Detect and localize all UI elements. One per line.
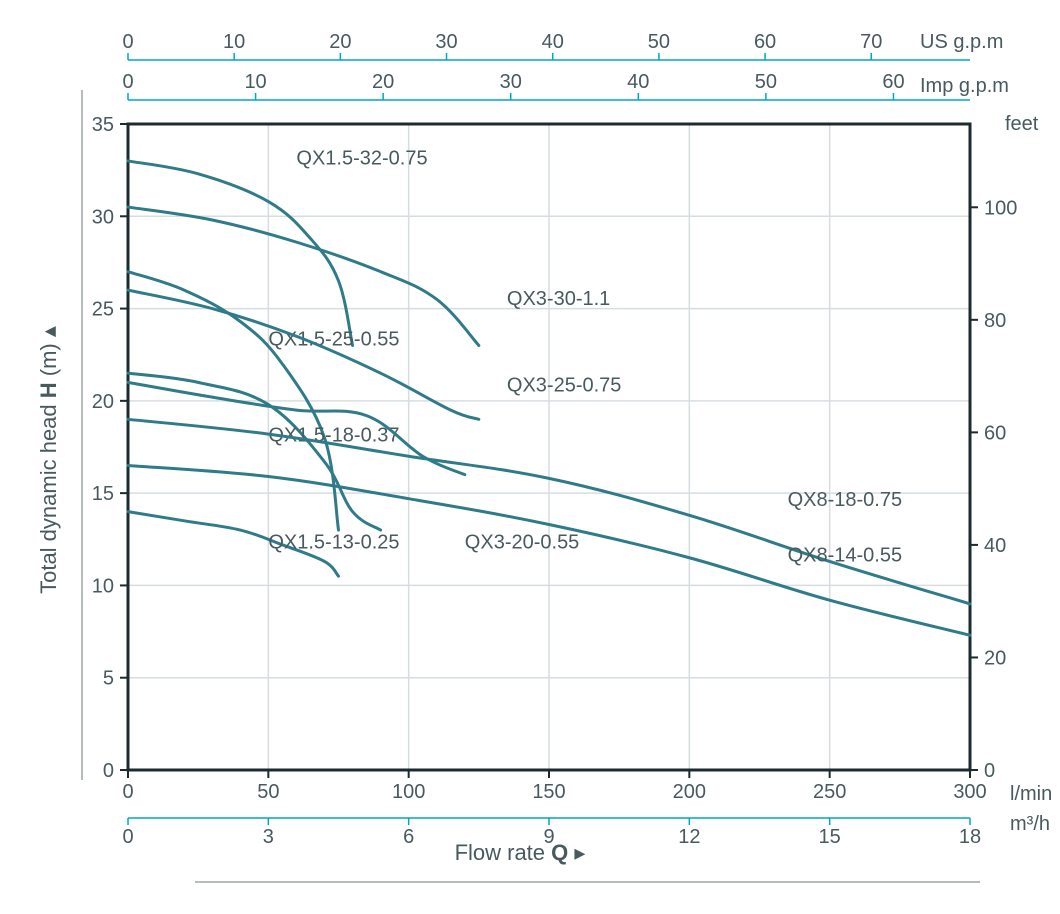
y-tick-label: 15 — [92, 483, 114, 505]
pump-curve-chart: QX1.5-32-0.75QX3-30-1.1QX1.5-25-0.55QX3-… — [0, 0, 1060, 914]
x-tick-label: 250 — [813, 781, 846, 803]
y-tick-label: 10 — [92, 575, 114, 597]
x-tick-label: 0 — [122, 781, 133, 803]
unit-impgpm: Imp g.p.m — [920, 75, 1009, 97]
x-top-us-tick: 70 — [860, 31, 882, 53]
x-top-us-tick: 20 — [329, 31, 351, 53]
x2-tick-label: 18 — [959, 826, 981, 848]
x-tick-label: 300 — [953, 781, 986, 803]
curve-label: QX3-20-0.55 — [465, 532, 580, 554]
curve-label: QX3-30-1.1 — [507, 288, 610, 310]
curve-label: QX8-14-0.55 — [788, 544, 903, 566]
x2-tick-label: 6 — [403, 826, 414, 848]
curve-label: QX1.5-32-0.75 — [296, 148, 427, 170]
unit-usgpm: US g.p.m — [920, 31, 1003, 53]
curve-label: QX8-18-0.75 — [788, 489, 903, 511]
x-tick-label: 50 — [257, 781, 279, 803]
x-top-imp-tick: 40 — [627, 71, 649, 93]
x2-tick-label: 3 — [263, 826, 274, 848]
y-right-tick: 80 — [984, 310, 1006, 332]
x-top-us-tick: 0 — [122, 31, 133, 53]
y-tick-label: 0 — [103, 760, 114, 782]
y-tick-label: 5 — [103, 668, 114, 690]
x-top-imp-tick: 50 — [755, 71, 777, 93]
x-top-us-tick: 30 — [435, 31, 457, 53]
curve-label: QX1.5-13-0.25 — [268, 532, 399, 554]
x-top-imp-tick: 10 — [244, 71, 266, 93]
y-right-tick: 20 — [984, 647, 1006, 669]
x-top-us-tick: 40 — [542, 31, 564, 53]
x-tick-label: 100 — [392, 781, 425, 803]
y-tick-label: 20 — [92, 391, 114, 413]
x-tick-label: 150 — [532, 781, 565, 803]
y-tick-label: 25 — [92, 299, 114, 321]
x2-tick-label: 12 — [678, 826, 700, 848]
x-top-us-tick: 50 — [648, 31, 670, 53]
x-top-us-tick: 60 — [754, 31, 776, 53]
y-right-tick: 40 — [984, 535, 1006, 557]
y-right-tick: 0 — [984, 760, 995, 782]
unit-lmin: l/min — [1010, 783, 1052, 805]
x-top-imp-tick: 20 — [372, 71, 394, 93]
x-top-imp-tick: 30 — [500, 71, 522, 93]
x2-tick-label: 0 — [122, 826, 133, 848]
x-top-imp-tick: 60 — [882, 71, 904, 93]
y-tick-label: 30 — [92, 206, 114, 228]
x2-tick-label: 15 — [819, 826, 841, 848]
y-axis-title: Total dynamic head H (m) ▴ — [36, 326, 61, 594]
x-top-imp-tick: 0 — [122, 71, 133, 93]
x-tick-label: 200 — [673, 781, 706, 803]
y-right-tick: 100 — [984, 197, 1017, 219]
unit-feet: feet — [1005, 113, 1039, 135]
x-top-us-tick: 10 — [223, 31, 245, 53]
y-tick-label: 35 — [92, 114, 114, 136]
y-right-tick: 60 — [984, 422, 1006, 444]
x-axis-title: Flow rate Q ▸ — [455, 840, 586, 865]
unit-m3h: m³/h — [1010, 813, 1050, 835]
curve-label: QX3-25-0.75 — [507, 375, 622, 397]
